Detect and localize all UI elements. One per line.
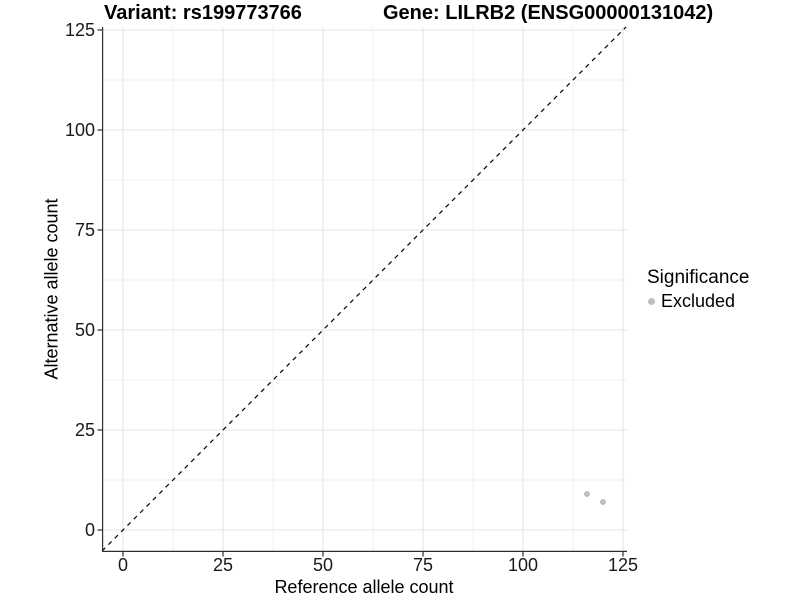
minor-gridlines — [102, 27, 627, 552]
identity-line — [101, 26, 627, 552]
y-tick-label: 75 — [74, 220, 95, 240]
legend: Significance Excluded — [647, 266, 749, 311]
tick-marks — [97, 29, 624, 557]
legend-title: Significance — [647, 267, 750, 288]
y-tick-label: 50 — [74, 320, 95, 340]
plot-panel — [97, 26, 627, 557]
x-tick-label: 125 — [607, 555, 639, 575]
data-points — [584, 491, 606, 505]
excluded-point-icon — [648, 297, 655, 305]
x-tick-label: 75 — [412, 555, 434, 575]
data-point — [584, 491, 590, 497]
y-tick-label: 100 — [64, 120, 95, 140]
legend-item-label: Excluded — [661, 291, 736, 311]
x-tick-label: 50 — [312, 555, 334, 575]
x-axis-title: Reference allele count — [274, 577, 454, 597]
axis-lines — [102, 27, 627, 553]
panel-svg — [97, 26, 627, 557]
plot-title-gene: Gene: LILRB2 (ENSG00000131042) — [383, 2, 714, 24]
data-point — [600, 499, 606, 505]
legend-item-excluded: Excluded — [648, 291, 749, 311]
y-tick-label: 125 — [64, 20, 95, 40]
x-tick-label: 25 — [212, 555, 234, 575]
major-gridlines — [102, 27, 627, 552]
x-tick-label: 100 — [507, 555, 539, 575]
plot-title-variant: Variant: rs199773766 — [104, 2, 302, 24]
y-tick-label: 25 — [74, 420, 95, 440]
x-tick-label: 0 — [117, 555, 129, 575]
y-tick-label: 0 — [84, 520, 95, 540]
